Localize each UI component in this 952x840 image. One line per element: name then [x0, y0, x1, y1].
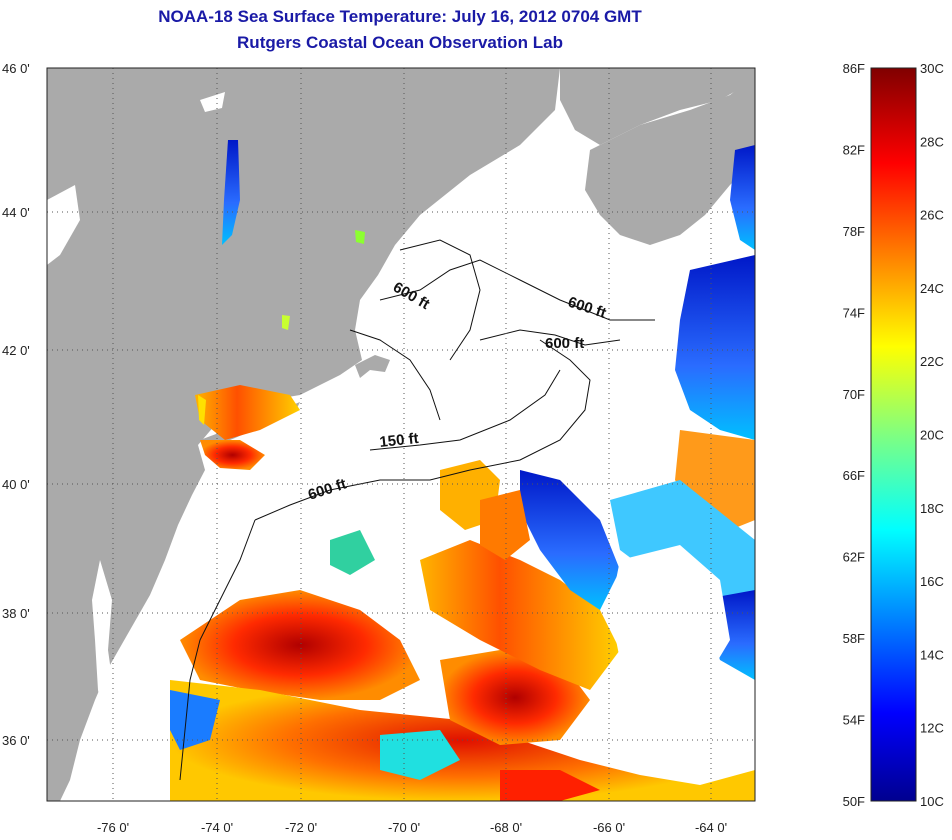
lon-tick: -76 0' [97, 820, 129, 835]
chesapeake-bay [92, 560, 115, 730]
contour-label: 150 ft [379, 430, 420, 451]
lat-tick: 42 0' [2, 343, 30, 358]
lon-tick: -70 0' [388, 820, 420, 835]
lon-tick: -68 0' [490, 820, 522, 835]
map-title: NOAA-18 Sea Surface Temperature: July 16… [158, 7, 642, 26]
bathymetry-contours [179, 239, 655, 781]
lat-tick: 44 0' [2, 205, 30, 220]
lon-tick: -74 0' [201, 820, 233, 835]
lon-tick: -66 0' [593, 820, 625, 835]
lat-tick: 38 0' [2, 606, 30, 621]
lon-tick: -64 0' [695, 820, 727, 835]
lat-tick: 40 0' [2, 477, 30, 492]
map-subtitle: Rutgers Coastal Ocean Observation Lab [237, 33, 563, 52]
nova-scotia [585, 75, 755, 245]
longitude-tick-labels: -76 0' -74 0' -72 0' -70 0' -68 0' -66 0… [97, 820, 727, 835]
contour-label: 600 ft [545, 335, 584, 352]
map-frame [46, 67, 756, 802]
lat-tick: 36 0' [2, 733, 30, 748]
us-mainland [47, 68, 560, 801]
lake [200, 92, 225, 112]
cape-cod [355, 355, 390, 378]
canada-north [560, 68, 755, 145]
lat-tick: 46 0' [2, 61, 30, 76]
lake [47, 185, 80, 265]
graticule [47, 68, 755, 801]
lon-tick: -72 0' [285, 820, 317, 835]
latitude-tick-labels: 46 0' 44 0' 42 0' 40 0' 38 0' 36 0' [2, 61, 30, 748]
